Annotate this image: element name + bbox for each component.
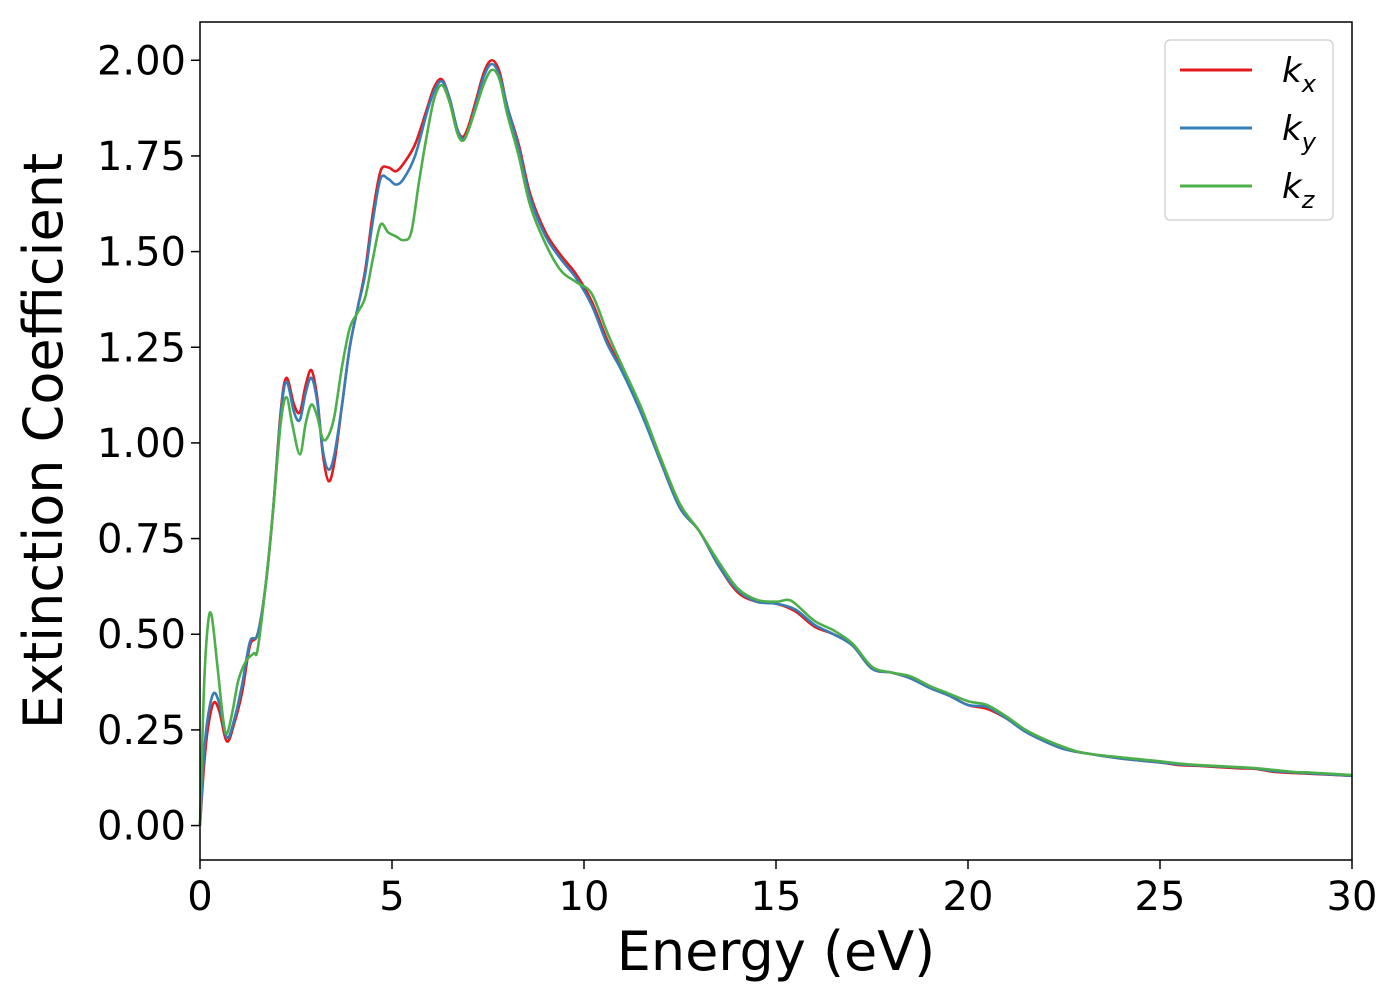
y-tick-label: 0.75 xyxy=(97,517,186,563)
y-tick-label: 1.25 xyxy=(97,325,186,371)
y-tick-label: 0.50 xyxy=(97,612,186,658)
series-line-k-y xyxy=(198,62,1353,826)
legend-label-main: k xyxy=(1282,51,1303,91)
plot-area xyxy=(200,22,1352,860)
x-tick-label: 10 xyxy=(559,874,610,920)
x-tick-label: 15 xyxy=(751,874,802,920)
x-axis-ticks: 0 5 10 15 20 25 30 xyxy=(187,860,1377,920)
y-tick-label: 1.50 xyxy=(97,230,186,276)
legend-label: kz xyxy=(1282,167,1316,214)
x-axis-title: Energy (eV) xyxy=(617,920,936,983)
legend-label-main: k xyxy=(1282,167,1303,207)
x-tick-label: 0 xyxy=(187,874,212,920)
x-tick-label: 20 xyxy=(943,874,994,920)
series-layer xyxy=(198,58,1353,826)
y-tick-label: 0.25 xyxy=(97,708,186,754)
series-line-k-x xyxy=(198,58,1353,826)
y-axis-ticks: 0.00 0.25 0.50 0.75 1.00 1.25 1.50 1.75 2.00 xyxy=(97,38,200,850)
y-axis-title: Extinction Coefficient xyxy=(12,153,75,729)
y-tick-label: 0.00 xyxy=(97,804,186,850)
y-tick-label: 1.00 xyxy=(97,421,186,467)
x-tick-label: 5 xyxy=(379,874,404,920)
legend-label-main: k xyxy=(1282,109,1303,149)
legend-box xyxy=(1164,39,1334,221)
legend-label-subscript: x xyxy=(1301,70,1317,98)
x-tick-label: 25 xyxy=(1135,874,1186,920)
y-tick-label: 2.00 xyxy=(97,38,186,84)
legend-label: ky xyxy=(1282,109,1317,156)
y-tick-label: 1.75 xyxy=(97,134,186,180)
legend-label: kx xyxy=(1282,51,1317,98)
legend-label-subscript: y xyxy=(1301,128,1317,156)
series-line-k-z xyxy=(198,68,1353,826)
x-tick-label: 30 xyxy=(1327,874,1378,920)
legend-label-subscript: z xyxy=(1301,186,1316,214)
